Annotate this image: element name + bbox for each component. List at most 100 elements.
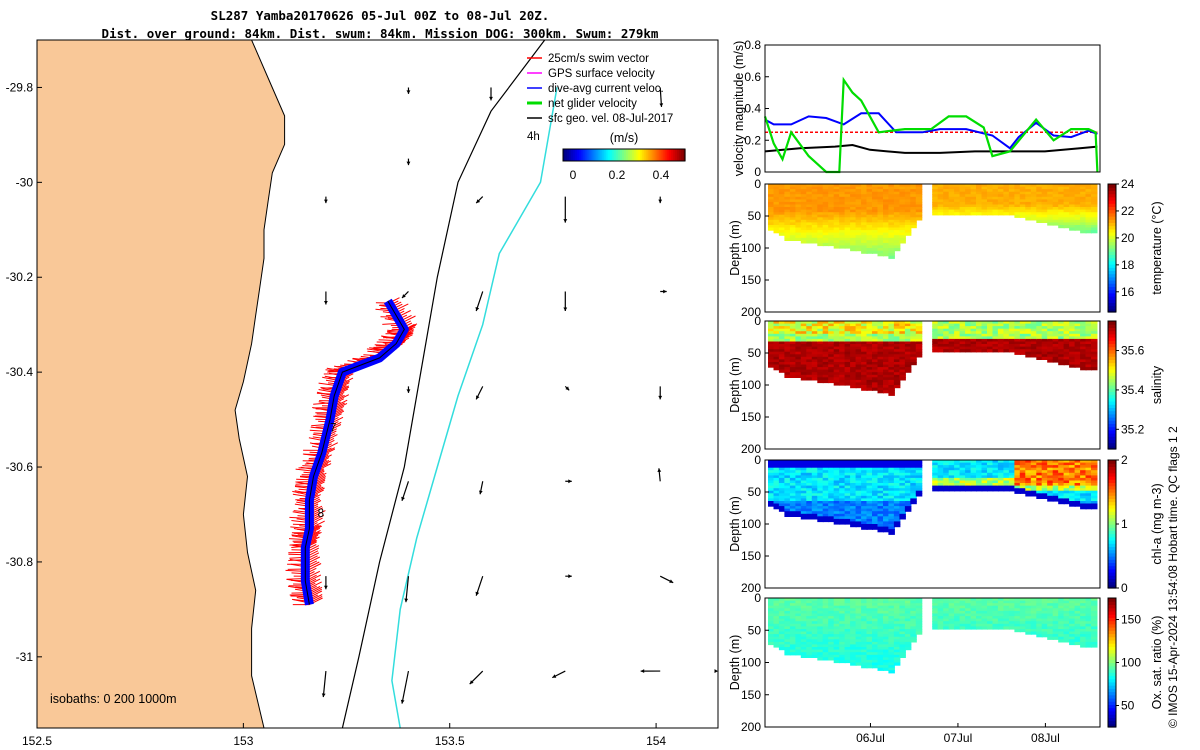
section-cell — [1008, 344, 1016, 348]
section-cell — [910, 214, 917, 218]
section-cell — [877, 605, 884, 609]
section-cell — [883, 529, 890, 533]
section-cell — [773, 356, 780, 360]
section-cell — [1074, 465, 1082, 469]
section-cell — [893, 521, 901, 525]
section-cell — [1058, 212, 1065, 216]
section-cell — [992, 465, 999, 469]
section-cell — [883, 372, 890, 376]
section-cell — [872, 184, 879, 188]
section-cell — [1052, 618, 1060, 622]
section-cell — [1080, 328, 1087, 332]
section-cell — [877, 493, 884, 497]
section-cell — [833, 621, 841, 625]
section-cell — [833, 372, 841, 376]
colorbar-cell — [1108, 283, 1116, 287]
section-cell — [937, 610, 945, 615]
section-cell — [850, 222, 857, 226]
section-cell — [861, 654, 868, 658]
section-cell — [888, 191, 895, 195]
section-cell — [899, 488, 906, 492]
section-cell — [976, 462, 983, 466]
section-cell — [981, 186, 988, 190]
section-cell — [1058, 323, 1065, 327]
section-cell — [833, 323, 841, 327]
section-cell — [844, 480, 852, 484]
section-cell — [833, 191, 841, 195]
section-cell — [833, 199, 841, 203]
section-cell — [965, 199, 972, 203]
section-cell — [893, 641, 901, 646]
section-cell — [795, 506, 802, 510]
section-cell — [855, 326, 863, 330]
section-cell — [981, 204, 988, 208]
section-cell — [1063, 328, 1071, 332]
section-cell — [784, 199, 791, 203]
section-cell — [850, 230, 857, 234]
section-cell — [888, 662, 895, 666]
section-cell — [904, 467, 912, 471]
colorbar-cell — [1108, 238, 1116, 243]
section-cell — [888, 516, 895, 520]
section-cell — [932, 616, 939, 620]
section-cell — [855, 654, 863, 658]
section-cell — [822, 503, 830, 507]
section-cell — [850, 501, 857, 505]
section-cell — [828, 470, 835, 474]
section-cell — [861, 377, 868, 381]
section-cell — [861, 245, 868, 249]
section-cell — [844, 652, 852, 656]
section-cell — [1008, 212, 1016, 216]
section-cell — [1025, 354, 1032, 358]
section-cell — [866, 470, 873, 474]
section-cell — [943, 336, 950, 340]
section-cell — [872, 511, 879, 515]
section-cell — [883, 201, 890, 206]
section-cell — [1025, 349, 1032, 353]
section-cell — [800, 374, 808, 378]
section-cell — [888, 465, 895, 469]
section-cell — [948, 608, 956, 612]
section-cell — [833, 480, 841, 484]
section-cell — [883, 521, 890, 525]
section-cell — [997, 618, 1005, 622]
section-cell — [1085, 214, 1092, 218]
section-cell — [1036, 189, 1043, 193]
section-cell — [1085, 227, 1092, 231]
section-cell — [828, 647, 835, 651]
section-cell — [888, 634, 895, 638]
section-cell — [970, 616, 978, 620]
section-cell — [877, 367, 884, 371]
section-cell — [904, 472, 912, 476]
section-cell — [1063, 336, 1071, 340]
section-cell — [1025, 623, 1032, 627]
section-cell — [937, 326, 945, 330]
section-cell — [855, 518, 863, 523]
section-cell — [1047, 326, 1054, 330]
section-cell — [1074, 194, 1082, 198]
section-cell — [904, 230, 912, 234]
section-cell — [811, 209, 819, 213]
section-cell — [1014, 488, 1021, 492]
section-cell — [1052, 217, 1060, 221]
section-cell — [1025, 490, 1032, 494]
section-cell — [1030, 605, 1038, 609]
section-cell — [855, 349, 863, 353]
section-cell — [910, 189, 917, 193]
section-cell — [1063, 351, 1071, 355]
section-cell — [943, 465, 950, 469]
section-cell — [937, 623, 945, 627]
section-cell — [1014, 341, 1021, 345]
section-cell — [1041, 199, 1049, 203]
section-cell — [872, 245, 879, 249]
section-cell — [1091, 336, 1098, 340]
section-cell — [915, 470, 923, 474]
section-cell — [970, 462, 978, 466]
section-cell — [932, 212, 939, 216]
section-cell — [904, 207, 912, 211]
section-cell — [789, 194, 797, 198]
section-cell — [844, 377, 852, 381]
section-cell — [784, 488, 791, 492]
section-cell — [1030, 344, 1038, 348]
